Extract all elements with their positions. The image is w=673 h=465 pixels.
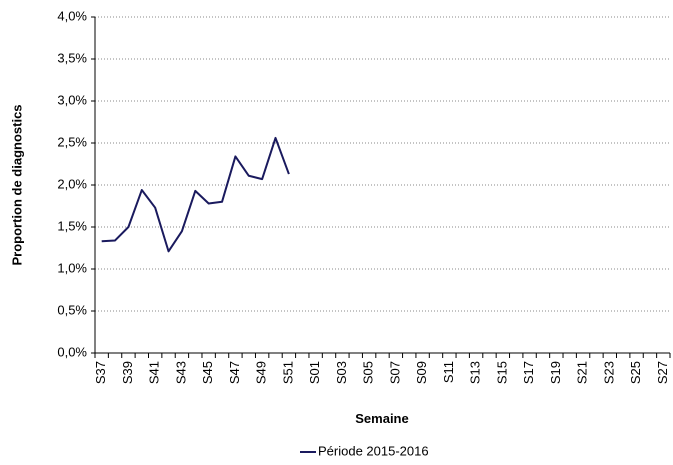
x-tick-label: S01 <box>307 361 322 384</box>
series-line <box>101 136 290 253</box>
x-tick-label: S45 <box>200 361 215 384</box>
x-tick-label: S43 <box>173 361 188 384</box>
x-axis-title: Semaine <box>355 411 408 426</box>
x-tick-label: S27 <box>655 361 670 384</box>
x-tick-label: S07 <box>387 361 402 384</box>
y-tick-label: 1,5% <box>57 218 87 233</box>
x-tick-label: S03 <box>334 361 349 384</box>
x-tick-label: S19 <box>548 361 563 384</box>
x-tick-label: S41 <box>147 361 162 384</box>
x-tick-label: S21 <box>575 361 590 384</box>
x-tick-label: S05 <box>361 361 376 384</box>
y-tick-label: 2,5% <box>57 134 87 149</box>
y-tick-label: 1,0% <box>57 260 87 275</box>
x-tick-label: S49 <box>254 361 269 384</box>
x-tick-label: S47 <box>227 361 242 384</box>
x-tick-label: S37 <box>93 361 108 384</box>
x-tick-label: S15 <box>494 361 509 384</box>
x-tick-label: S13 <box>468 361 483 384</box>
y-tick-label: 2,0% <box>57 176 87 191</box>
y-tick-label: 3,0% <box>57 92 87 107</box>
y-tick-label: 4,0% <box>57 8 87 23</box>
y-tick-label: 0,5% <box>57 302 87 317</box>
x-tick-label: S25 <box>628 361 643 384</box>
x-tick-label: S09 <box>414 361 429 384</box>
y-axis-title: Proportion de diagnostics <box>9 104 24 265</box>
x-tick-label: S11 <box>441 361 456 383</box>
legend-label: Période 2015-2016 <box>318 443 429 458</box>
x-tick-label: S17 <box>521 361 536 384</box>
x-tick-label: S23 <box>601 361 616 384</box>
x-tick-label: S39 <box>120 361 135 384</box>
x-tick-label: S51 <box>280 361 295 384</box>
y-tick-label: 0,0% <box>57 344 87 359</box>
y-tick-label: 3,5% <box>57 50 87 65</box>
